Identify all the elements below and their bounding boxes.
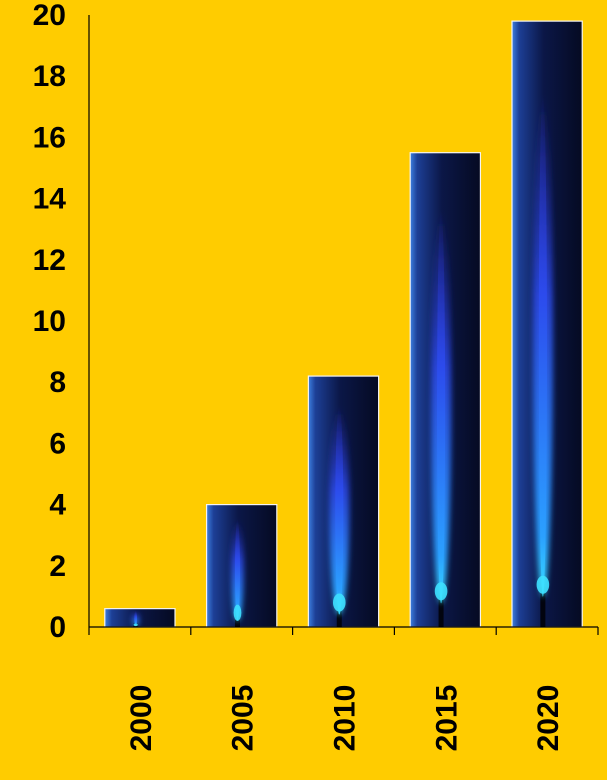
flame-base [536,575,550,594]
bar-2010 [307,375,380,628]
flame-base [332,593,346,612]
y-tick-label: 12 [33,244,66,277]
flame-core [335,406,344,615]
y-tick-label: 18 [33,60,66,93]
y-tick-label: 8 [49,366,66,399]
flame-base [434,582,448,601]
flame-core [134,610,138,627]
burner-nozzle [438,593,444,627]
y-tick-label: 16 [33,121,66,154]
bar-rect [104,608,176,628]
bar-2005 [205,504,278,628]
x-tick-label: 2000 [125,685,158,752]
bar-2020 [511,20,583,628]
flame-core [538,93,547,597]
labels-group: 0 2 4 6 8 10 12 14 16 18 20 2000 2005 2010 2015 2020 [33,0,565,751]
x-tick-label: 2015 [430,685,463,752]
y-tick-label: 4 [49,489,66,522]
x-tick-label: 2020 [532,685,565,752]
y-tick-label: 14 [33,183,67,216]
burner-nozzle [336,604,342,627]
y-tick-label: 0 [49,611,66,644]
flame-core [235,519,240,621]
x-tick-label: 2005 [227,685,260,752]
y-tick-label: 20 [33,0,66,32]
y-tick-label: 10 [33,305,66,338]
axes-group [88,15,599,635]
bar-2000 [104,608,176,628]
flame-base [133,623,138,627]
burner-nozzle [540,586,546,627]
bars-group [104,20,583,628]
y-tick-label: 6 [49,427,66,460]
x-tick-label: 2010 [329,685,362,752]
flame-core [437,209,446,604]
y-tick-label: 2 [49,550,66,583]
bar-2015 [409,152,482,628]
flame-base [233,604,242,621]
